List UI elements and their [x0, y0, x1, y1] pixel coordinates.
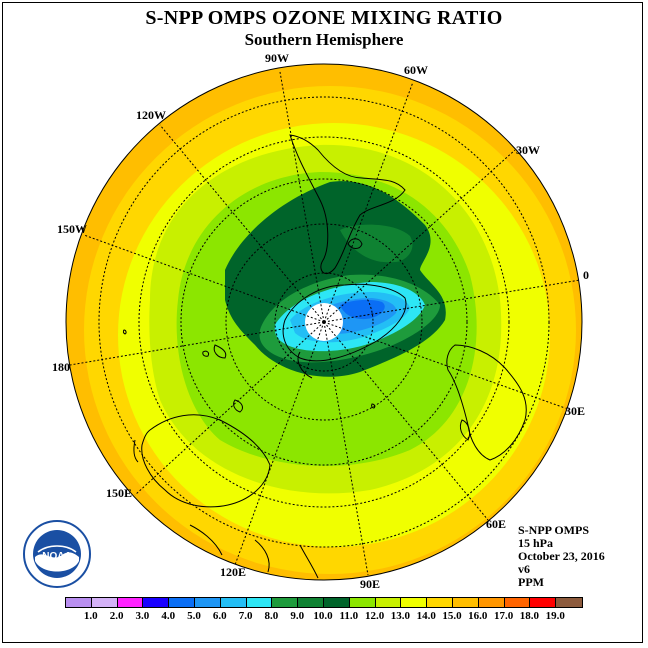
coastlines — [122, 134, 527, 579]
pressure-level: 15 hPa — [518, 536, 554, 550]
color-scale-tick-label: 13.0 — [390, 610, 411, 622]
color-scale-tick-label: 3.0 — [135, 610, 150, 622]
color-swatch — [375, 598, 402, 607]
color-scale-tick-label: 4.0 — [161, 610, 176, 622]
graticule — [69, 71, 581, 576]
color-swatch — [220, 598, 247, 607]
color-scale-tick-label: 11.0 — [339, 610, 359, 622]
color-scale-tick-label: 18.0 — [519, 610, 540, 622]
lon-label-120e: 120E — [220, 565, 247, 579]
product-version: v6 — [518, 562, 530, 576]
color-swatch — [143, 598, 170, 607]
color-swatch — [169, 598, 195, 607]
color-swatch — [452, 598, 479, 607]
observation-date: October 23, 2016 — [518, 549, 605, 563]
color-scale-tick-label: 17.0 — [493, 610, 514, 622]
instrument-label: S-NPP OMPS — [518, 523, 589, 537]
color-scale-tick-label: 9.0 — [290, 610, 305, 622]
south-pole-marker — [322, 320, 326, 324]
logo-text: NOAA — [42, 551, 71, 562]
color-swatch — [504, 598, 531, 607]
color-swatch — [401, 598, 428, 607]
color-swatch — [323, 598, 350, 607]
lon-label-30e: 30E — [565, 404, 586, 418]
lon-label-150e: 150E — [106, 486, 133, 500]
map-boundary — [65, 63, 583, 581]
units-label: PPM — [518, 575, 544, 589]
lon-label-60e: 60E — [486, 517, 507, 531]
lon-label-90e: 90E — [360, 577, 381, 591]
noaa-logo-icon: NOAA — [23, 520, 91, 588]
color-swatch — [530, 598, 557, 607]
color-scale-tick-label: 10.0 — [313, 610, 333, 622]
map-title: S-NPP OMPS OZONE MIXING RATIO — [145, 7, 503, 29]
color-swatch — [349, 598, 376, 607]
lon-label-0: 0 — [583, 268, 589, 282]
lon-label-90w: 90W — [265, 51, 289, 65]
color-scale-tick-label: 14.0 — [416, 610, 436, 622]
color-scale-tick-label: 1.0 — [83, 610, 98, 622]
color-scale-tick-label: 2.0 — [109, 610, 124, 622]
color-swatch — [427, 598, 453, 607]
color-scale-bar — [65, 597, 583, 608]
map-subtitle: Southern Hemisphere — [244, 30, 404, 49]
lon-label-150w: 150W — [57, 222, 87, 236]
lon-label-120w: 120W — [136, 108, 166, 122]
figure-frame — [2, 2, 643, 643]
color-scale-tick-label: 16.0 — [468, 610, 488, 622]
lon-label-180: 180 — [52, 360, 70, 374]
color-scale-tick-label: 15.0 — [442, 610, 462, 622]
lon-label-30w: 30W — [516, 143, 540, 157]
color-swatch — [194, 598, 221, 607]
color-swatch — [246, 598, 273, 607]
color-swatch — [117, 598, 144, 607]
color-scale-tick-label: 6.0 — [212, 610, 227, 622]
color-scale-tick-label: 5.0 — [187, 610, 201, 622]
color-scale-tick-label: 8.0 — [264, 610, 279, 622]
lon-label-60w: 60W — [404, 63, 428, 77]
info-panel: S-NPP OMPS 15 hPa October 23, 2016 v6 PP… — [518, 524, 605, 589]
color-swatch — [66, 598, 92, 607]
color-scale-tick-label: 19.0 — [545, 610, 565, 622]
color-scale-tick-label: 7.0 — [238, 610, 253, 622]
color-swatch — [91, 598, 118, 607]
color-swatch — [272, 598, 299, 607]
color-swatch — [478, 598, 505, 607]
color-swatch — [556, 598, 582, 607]
color-swatch — [298, 598, 324, 607]
color-scale-tick-label: 12.0 — [364, 610, 385, 622]
